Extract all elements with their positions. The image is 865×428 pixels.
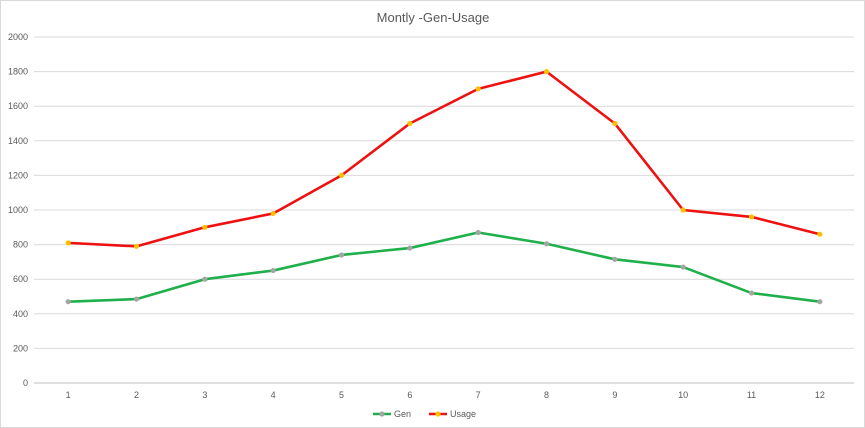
data-point-usage: [680, 207, 686, 213]
data-point-usage: [475, 86, 481, 92]
data-point-usage: [202, 224, 208, 230]
data-point-usage: [748, 214, 755, 220]
data-point-usage: [612, 120, 618, 127]
gridlines: [34, 36, 854, 384]
data-point-gen: [133, 296, 140, 302]
x-tick-label: 1: [66, 390, 71, 400]
x-tick-label: 5: [339, 390, 344, 400]
y-tick-label: 1000: [8, 205, 28, 215]
y-tick-label: 1800: [8, 67, 28, 77]
y-tick-label: 0: [23, 378, 28, 388]
data-point-usage: [407, 120, 413, 127]
data-point-usage: [133, 243, 140, 249]
x-tick-label: 2: [134, 390, 139, 400]
y-tick-label: 1200: [8, 170, 28, 180]
data-point-gen: [543, 241, 550, 247]
legend-marker-usage: [435, 411, 441, 417]
legend: Gen Usage: [373, 409, 476, 419]
data-point-usage: [543, 69, 550, 75]
x-tick-label: 3: [202, 390, 207, 400]
x-tick-label: 10: [678, 390, 688, 400]
y-axis-ticks: 0 200 400 600 800 1000 1200 1400 1600 1800 2000: [8, 32, 28, 388]
data-point-gen: [338, 252, 345, 258]
data-point-gen: [202, 276, 208, 282]
x-tick-label: 8: [544, 390, 549, 400]
y-tick-label: 800: [13, 240, 28, 250]
data-point-gen: [475, 229, 481, 236]
data-point-usage: [817, 231, 823, 237]
data-point-gen: [612, 256, 618, 262]
series-line-gen: [66, 231, 822, 303]
data-point-gen: [65, 299, 71, 305]
data-point-gen: [407, 245, 413, 251]
x-tick-label: 12: [815, 390, 825, 400]
data-point-usage: [65, 240, 71, 246]
x-tick-label: 9: [612, 390, 617, 400]
legend-marker-gen: [379, 411, 385, 417]
series-lines: [65, 69, 823, 305]
y-tick-label: 600: [13, 274, 28, 284]
y-tick-label: 1600: [8, 101, 28, 111]
data-point-usage: [338, 172, 345, 178]
y-tick-label: 200: [13, 343, 28, 353]
series-line-usage: [66, 70, 822, 248]
data-point-gen: [817, 299, 823, 305]
data-point-usage: [270, 210, 276, 217]
x-tick-label: 7: [476, 390, 481, 400]
y-tick-label: 400: [13, 309, 28, 319]
y-tick-label: 1400: [8, 136, 28, 146]
data-point-gen: [748, 290, 755, 296]
x-axis-ticks: 1 2 3 4 5 6 7 8 9 10 11 12: [66, 390, 825, 400]
x-tick-label: 4: [271, 390, 276, 400]
legend-label-gen: Gen: [394, 409, 411, 419]
y-tick-label: 2000: [8, 32, 28, 42]
data-point-gen: [270, 267, 276, 274]
x-tick-label: 11: [747, 390, 756, 400]
chart-title: Montly -Gen-Usage: [377, 10, 490, 25]
legend-label-usage: Usage: [450, 409, 476, 419]
data-point-gen: [680, 264, 686, 270]
x-tick-label: 6: [407, 390, 412, 400]
